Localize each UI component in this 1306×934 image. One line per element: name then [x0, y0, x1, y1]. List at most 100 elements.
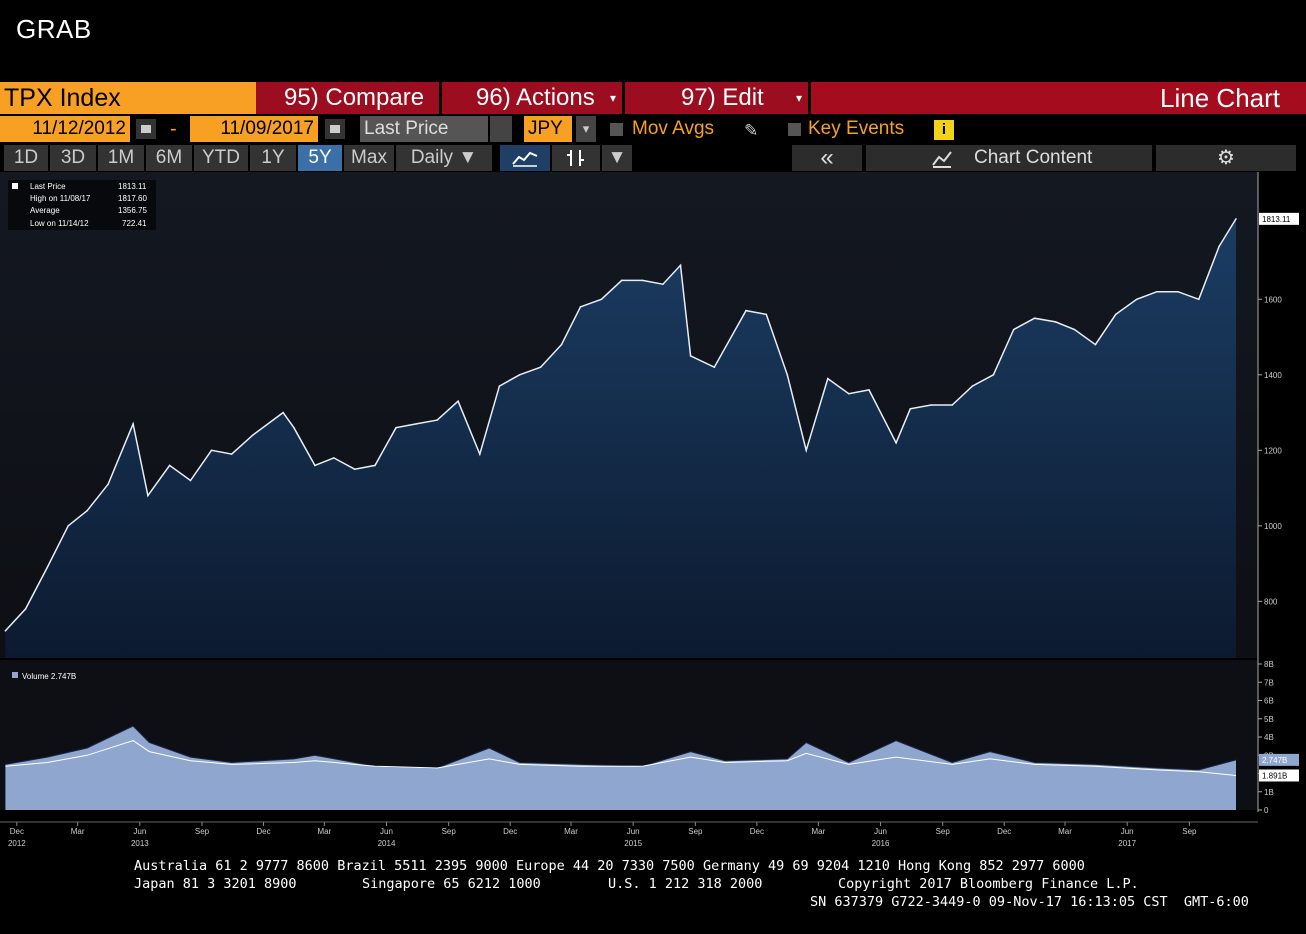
- range-max[interactable]: Max: [344, 145, 394, 171]
- range-1d[interactable]: 1D: [4, 145, 48, 171]
- price-data-point: [1054, 321, 1057, 323]
- last-price-tag-bg: [1259, 212, 1299, 225]
- range-ytd[interactable]: YTD: [194, 145, 248, 171]
- volume-tag: 2.747B: [1262, 756, 1287, 765]
- price-data-point: [1135, 298, 1138, 301]
- key-events-label: Key Events: [808, 118, 905, 139]
- price-data-point: [374, 464, 376, 467]
- price-data-point: [168, 464, 171, 467]
- legend-high-value: 1817.60: [118, 194, 147, 203]
- chart-style-dropdown[interactable]: ▼: [602, 145, 632, 171]
- x-tick-label: Jun: [133, 827, 146, 836]
- range-3d[interactable]: 3D: [50, 145, 96, 171]
- x-tick-year-label: 2012: [8, 839, 26, 848]
- footer-line-2d: Copyright 2017 Bloomberg Finance L.P.: [838, 876, 1139, 892]
- calendar-icon[interactable]: [325, 119, 345, 139]
- x-tick-label: Mar: [1058, 827, 1072, 836]
- range-1y[interactable]: 1Y: [250, 145, 296, 171]
- main-toolbar: TPX Index 95) Compare 96) Actions ▾ 97) …: [0, 82, 1306, 114]
- price-data-point: [909, 408, 912, 410]
- price-data-point: [189, 479, 192, 482]
- price-data-point: [282, 411, 284, 414]
- price-data-point: [1012, 328, 1015, 331]
- key-events-checkbox[interactable]: [788, 123, 801, 136]
- range-5y[interactable]: 5Y: [298, 145, 342, 171]
- volume-y-tick-label: 1B: [1264, 788, 1274, 797]
- price-data-point: [689, 355, 692, 357]
- x-tick-label: Jun: [380, 827, 393, 836]
- x-tick-year-label: 2017: [1118, 839, 1136, 848]
- x-tick-label: Mar: [564, 827, 578, 836]
- mov-avgs-checkbox[interactable]: [610, 123, 623, 136]
- date-separator: -: [170, 118, 177, 140]
- price-data-point: [210, 449, 213, 452]
- volume-legend-label: Volume 2.747B: [22, 672, 76, 681]
- volume-average-tag-bg: [1259, 769, 1299, 782]
- price-data-point: [679, 264, 682, 267]
- x-tick-label: Dec: [256, 827, 270, 836]
- chevron-down-icon[interactable]: ▾: [576, 116, 596, 142]
- chart-content-button[interactable]: Chart Content: [866, 145, 1152, 171]
- price-data-point: [805, 449, 807, 452]
- info-icon[interactable]: i: [934, 120, 954, 140]
- range-6m[interactable]: 6M: [146, 145, 192, 171]
- price-data-point: [1033, 317, 1036, 319]
- volume-y-tick-label: 4B: [1264, 733, 1274, 742]
- legend-low-value: 722.41: [122, 219, 147, 228]
- price-data-point: [415, 423, 418, 425]
- price-data-point: [1156, 290, 1158, 293]
- field-dropdown-icon[interactable]: [490, 116, 512, 142]
- bar-chart-icon[interactable]: [552, 145, 600, 171]
- compare-button[interactable]: 95) Compare: [256, 82, 442, 114]
- line-chart-icon[interactable]: [500, 145, 550, 171]
- x-tick-label: Sep: [936, 827, 951, 836]
- chevron-down-icon: ▾: [609, 91, 616, 105]
- range-1m[interactable]: 1M: [98, 145, 144, 171]
- price-data-point: [600, 298, 603, 301]
- x-tick-label: Dec: [750, 827, 764, 836]
- legend-average-value: 1356.75: [118, 206, 147, 215]
- pencil-icon[interactable]: ✎: [744, 121, 759, 140]
- mov-avgs-label: Mov Avgs: [632, 118, 715, 139]
- price-data-point: [333, 457, 335, 459]
- x-tick-label: Sep: [1182, 827, 1197, 836]
- price-data-point: [518, 374, 521, 376]
- chevron-down-icon: ▾: [795, 91, 802, 105]
- price-data-point: [827, 377, 829, 380]
- volume-legend: Volume 2.747B: [12, 672, 76, 681]
- frequency-select[interactable]: Daily ▼: [396, 145, 492, 171]
- price-data-point: [107, 483, 109, 486]
- end-date-input[interactable]: 11/09/2017: [190, 116, 318, 142]
- price-data-point: [539, 366, 542, 368]
- footer-line-2c: U.S. 1 212 318 2000: [608, 876, 763, 892]
- gear-icon[interactable]: ⚙: [1156, 145, 1296, 171]
- last-price-tag: 1813.11: [1262, 215, 1291, 224]
- volume-y-tick-label: 5B: [1264, 715, 1274, 724]
- actions-menu[interactable]: 96) Actions ▾: [442, 82, 625, 114]
- price-data-point: [786, 374, 789, 376]
- price-data-point: [436, 419, 439, 421]
- price-data-point: [132, 423, 134, 425]
- price-data-point: [498, 385, 501, 387]
- volume-series-line: [5, 725, 1237, 771]
- x-tick-label: Dec: [997, 827, 1011, 836]
- start-date-input[interactable]: 11/12/2012: [0, 116, 130, 142]
- edit-menu[interactable]: 97) Edit ▾: [625, 82, 811, 114]
- currency-select[interactable]: JPY: [524, 116, 572, 142]
- footer-line-1: Australia 61 2 9777 8600 Brazil 5511 239…: [134, 858, 1085, 874]
- legend-average-label: Average: [30, 206, 60, 215]
- ticker-field[interactable]: TPX Index: [0, 82, 256, 114]
- price-data-point: [24, 608, 27, 610]
- price-data-point: [662, 283, 664, 285]
- field-select[interactable]: Last Price: [360, 116, 488, 142]
- price-data-point: [868, 389, 870, 391]
- volume-tag-bg: [1259, 753, 1299, 766]
- price-data-point: [46, 566, 49, 569]
- app-title: GRAB: [16, 14, 92, 44]
- legend-last-price-label: Last Price: [30, 182, 66, 191]
- footer-line-2b: Singapore 65 6212 1000: [362, 876, 541, 892]
- x-tick-label: Mar: [811, 827, 825, 836]
- collapse-button[interactable]: «: [792, 145, 862, 171]
- calendar-icon[interactable]: [136, 119, 156, 139]
- price-data-point: [1177, 290, 1179, 293]
